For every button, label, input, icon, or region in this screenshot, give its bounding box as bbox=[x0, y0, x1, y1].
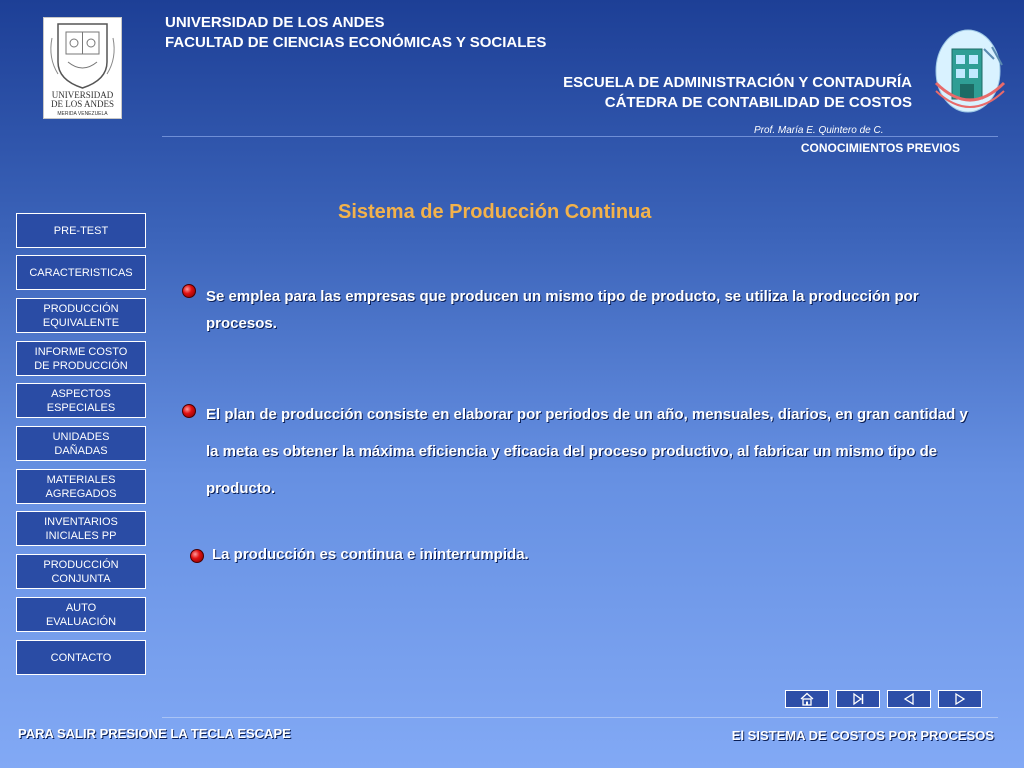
chair-name: CÁTEDRA DE CONTABILIDAD DE COSTOS bbox=[604, 94, 912, 111]
bullet-text-3: La producción es continua e ininterrumpi… bbox=[212, 546, 529, 563]
sidebar-item-pre-test[interactable]: PRE-TEST bbox=[16, 213, 146, 248]
sidebar-item-informe-costo[interactable]: INFORME COSTO DE PRODUCCIÓN bbox=[16, 341, 146, 376]
school-name: ESCUELA DE ADMINISTRACIÓN Y CONTADURÍA bbox=[563, 74, 912, 91]
next-slide-button[interactable] bbox=[938, 690, 982, 708]
professor-name: Prof. María E. Quintero de C. bbox=[754, 125, 884, 136]
logo-line2: DE LOS ANDES bbox=[51, 99, 114, 109]
bullet-text-2: El plan de producción consiste en elabor… bbox=[206, 406, 968, 497]
sidebar-item-produccion-conjunta[interactable]: PRODUCCIÓN CONJUNTA bbox=[16, 554, 146, 589]
next-icon bbox=[955, 692, 966, 706]
faculty-name: FACULTAD DE CIENCIAS ECONÓMICAS Y SOCIAL… bbox=[165, 34, 547, 51]
footer-divider bbox=[162, 717, 998, 718]
sidebar-item-caracteristicas[interactable]: CARACTERISTICAS bbox=[16, 255, 146, 290]
logo-line1: UNIVERSIDAD bbox=[52, 90, 114, 100]
bullet-icon bbox=[182, 284, 196, 298]
header-divider bbox=[162, 136, 998, 137]
sidebar-item-contacto[interactable]: CONTACTO bbox=[16, 640, 146, 675]
sidebar-item-auto-evaluacion[interactable]: AUTO EVALUACIÓN bbox=[16, 597, 146, 632]
sidebar-item-produccion-equivalente[interactable]: PRODUCCIÓN EQUIVALENTE bbox=[16, 298, 146, 333]
building-graphic-icon bbox=[930, 25, 1010, 115]
last-slide-button[interactable] bbox=[836, 690, 880, 708]
home-icon bbox=[800, 692, 814, 706]
exit-hint: PARA SALIR PRESIONE LA TECLA ESCAPE bbox=[18, 726, 291, 741]
bullet-icon bbox=[190, 549, 204, 563]
bullet-icon bbox=[182, 404, 196, 418]
sidebar-item-materiales-agregados[interactable]: MATERIALES AGREGADOS bbox=[16, 469, 146, 504]
skip-to-end-icon bbox=[853, 692, 864, 706]
sidebar-item-aspectos-especiales[interactable]: ASPECTOS ESPECIALES bbox=[16, 383, 146, 418]
home-button[interactable] bbox=[785, 690, 829, 708]
previous-slide-button[interactable] bbox=[887, 690, 931, 708]
university-logo: UNIVERSIDAD DE LOS ANDES MERIDA VENEZUEL… bbox=[43, 17, 122, 119]
previous-icon bbox=[903, 692, 914, 706]
slide-title: Sistema de Producción Continua bbox=[338, 201, 652, 223]
sidebar-item-inventarios-iniciales[interactable]: INVENTARIOS INICIALES PP bbox=[16, 511, 146, 546]
university-name: UNIVERSIDAD DE LOS ANDES bbox=[165, 14, 385, 31]
presentation-title: El SISTEMA DE COSTOS POR PROCESOS bbox=[731, 728, 994, 743]
sidebar-item-unidades-danadas[interactable]: UNIDADES DAÑADAS bbox=[16, 426, 146, 461]
bullet-text-1: Se emplea para las empresas que producen… bbox=[206, 288, 919, 332]
section-label: CONOCIMIENTOS PREVIOS bbox=[800, 141, 960, 155]
logo-line3: MERIDA VENEZUELA bbox=[57, 111, 108, 117]
